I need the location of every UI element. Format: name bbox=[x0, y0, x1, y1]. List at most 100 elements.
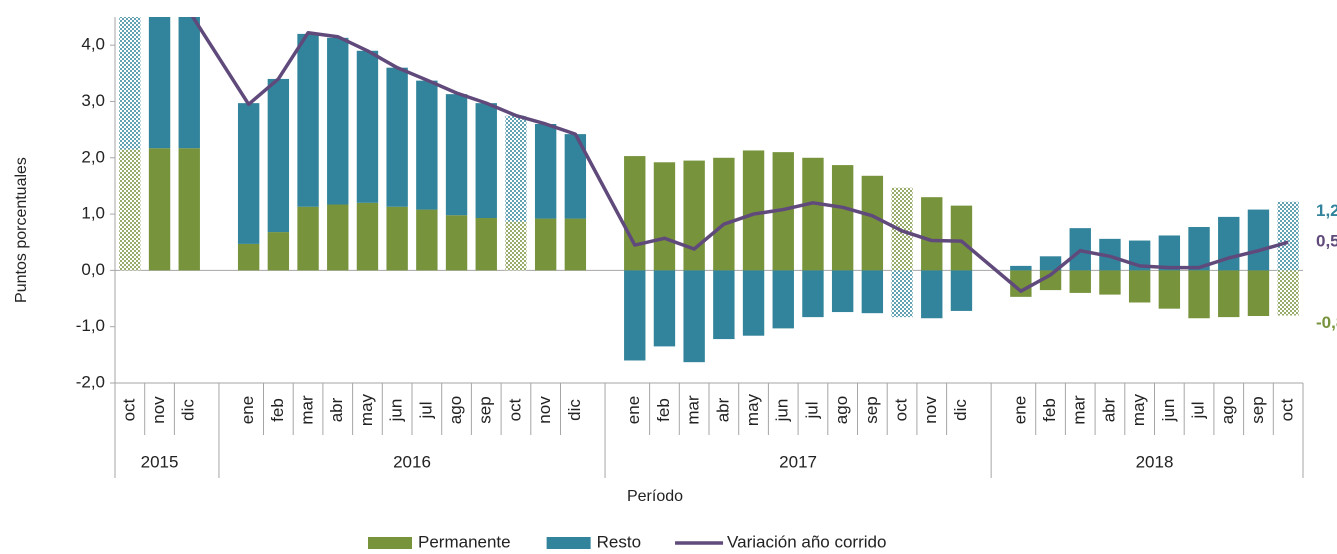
bar bbox=[505, 115, 527, 222]
bar bbox=[237, 243, 260, 271]
year-label: 2018 bbox=[1136, 452, 1174, 471]
x-tick-label: dic bbox=[565, 399, 584, 421]
y-tick-label: 1,0 bbox=[81, 204, 105, 223]
legend-label: Resto bbox=[597, 532, 641, 551]
bar bbox=[1039, 270, 1062, 291]
bar bbox=[534, 123, 557, 219]
bar bbox=[148, 17, 171, 149]
bar bbox=[475, 103, 497, 219]
bar bbox=[950, 270, 973, 311]
x-tick-label: feb bbox=[654, 398, 673, 422]
bar bbox=[921, 270, 943, 319]
x-tick-label: jun bbox=[1159, 399, 1178, 423]
y-tick-label: 3,0 bbox=[81, 91, 105, 110]
x-tick-label: ago bbox=[1218, 396, 1237, 424]
plot-area bbox=[115, 17, 1303, 363]
x-tick-label: nov bbox=[921, 396, 940, 424]
bar bbox=[950, 205, 973, 271]
bar bbox=[297, 206, 319, 271]
bar bbox=[386, 206, 408, 271]
bar bbox=[891, 270, 913, 318]
bar bbox=[505, 221, 527, 271]
bar bbox=[564, 218, 587, 271]
y-axis-label: Puntos porcentuales bbox=[13, 157, 30, 303]
y-tick-label: -2,0 bbox=[76, 372, 105, 391]
bar bbox=[1277, 201, 1299, 271]
bar bbox=[564, 134, 587, 219]
bar bbox=[683, 160, 705, 271]
x-tick-label: nov bbox=[535, 396, 554, 424]
bar bbox=[683, 270, 705, 363]
bar bbox=[178, 17, 200, 149]
bar bbox=[1158, 270, 1181, 309]
x-tick-label: jul bbox=[416, 401, 435, 419]
x-tick-label: sep bbox=[862, 396, 881, 423]
legend-label: Permanente bbox=[418, 532, 511, 551]
bar bbox=[475, 218, 497, 271]
x-tick-label: jun bbox=[773, 399, 792, 423]
bar bbox=[653, 270, 676, 347]
bar bbox=[356, 202, 379, 271]
x-tick-label: jul bbox=[802, 401, 821, 419]
bar bbox=[1188, 227, 1210, 271]
x-tick-label: mar bbox=[684, 395, 703, 425]
x-tick-label: ago bbox=[832, 396, 851, 424]
bar bbox=[356, 50, 379, 203]
x-tick-label: oct bbox=[892, 398, 911, 421]
bar bbox=[1218, 270, 1240, 318]
x-tick-label: sep bbox=[1248, 396, 1267, 423]
bar bbox=[416, 80, 438, 210]
bar bbox=[1218, 216, 1240, 271]
bar bbox=[861, 175, 884, 271]
bar bbox=[831, 165, 854, 271]
y-tick-label: 2,0 bbox=[81, 147, 105, 166]
x-tick-label: mar bbox=[1070, 395, 1089, 425]
x-tick-label: ago bbox=[446, 396, 465, 424]
bar bbox=[327, 37, 349, 205]
x-tick-label: oct bbox=[505, 398, 524, 421]
x-tick-label: may bbox=[1129, 393, 1148, 426]
bar bbox=[445, 215, 468, 271]
x-tick-label: abr bbox=[327, 397, 346, 422]
x-tick-label: ene bbox=[1010, 396, 1029, 424]
bar bbox=[297, 33, 319, 207]
year-label: 2016 bbox=[393, 452, 431, 471]
bar bbox=[1247, 209, 1270, 271]
x-tick-label: oct bbox=[119, 398, 138, 421]
bar bbox=[119, 149, 141, 271]
legend-swatch bbox=[368, 537, 412, 549]
bar bbox=[1277, 270, 1299, 316]
line bbox=[190, 17, 1289, 293]
x-tick-label: may bbox=[357, 393, 376, 426]
bar bbox=[624, 270, 646, 361]
bar bbox=[148, 148, 171, 271]
bar bbox=[416, 209, 438, 271]
year-label: 2015 bbox=[141, 452, 179, 471]
legend-label: Variación año corrido bbox=[727, 532, 886, 551]
bar bbox=[1039, 256, 1062, 271]
x-tick-label: abr bbox=[713, 397, 732, 422]
bar bbox=[119, 17, 141, 150]
bar bbox=[921, 197, 943, 271]
bar bbox=[653, 162, 676, 271]
y-tick-label: 4,0 bbox=[81, 35, 105, 54]
bar bbox=[742, 150, 765, 271]
value-label: -0,8 bbox=[1316, 313, 1337, 332]
x-tick-label: jul bbox=[1189, 401, 1208, 419]
bar bbox=[267, 78, 290, 233]
x-tick-label: dic bbox=[951, 399, 970, 421]
bar bbox=[327, 204, 349, 271]
x-tick-label: ene bbox=[238, 396, 257, 424]
year-label: 2017 bbox=[779, 452, 817, 471]
bar bbox=[1128, 270, 1151, 303]
bar bbox=[534, 218, 557, 271]
bar bbox=[1099, 270, 1121, 295]
bar bbox=[445, 94, 468, 216]
x-tick-label: dic bbox=[179, 399, 198, 421]
x-tick-label: jun bbox=[387, 399, 406, 423]
bar bbox=[742, 270, 765, 336]
bar bbox=[831, 270, 854, 313]
bar bbox=[1010, 265, 1032, 271]
x-tick-label: feb bbox=[268, 398, 287, 422]
